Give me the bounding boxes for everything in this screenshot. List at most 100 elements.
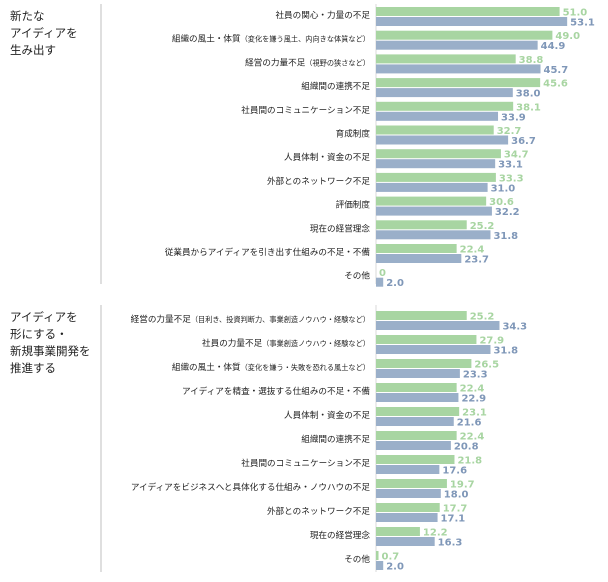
chart-2-cat-11-bar-a [376, 551, 379, 560]
chart-1-cat-7-value-a: 34.7 [504, 150, 529, 161]
chart-2-cat-3-label: 組織の風土・体質（変化を嫌う・失敗を恐れる風土など） [172, 361, 370, 373]
chart-1-cat-5-label: 社員間のコミュニケーション不足 [241, 104, 370, 116]
chart-2-cat-8-bar-a [376, 479, 447, 488]
chart-2-cat-10-value-a: 12.2 [423, 528, 448, 539]
chart-1-cat-4-value-b: 38.0 [516, 89, 541, 100]
chart-1-cat-8-value-a: 33.3 [499, 173, 524, 184]
chart-1-cat-5-bar-b [376, 111, 499, 121]
chart-2-cat-5-bar-a [376, 407, 460, 416]
chart-2-cat-9-bar-a [376, 503, 440, 512]
chart-1-cat-6-bar-b [376, 135, 509, 145]
chart-2-cat-9-bar-b [376, 513, 438, 522]
chart-1-cat-8-label: 外部とのネットワーク不足 [267, 175, 370, 187]
chart-2-cat-4-value-b: 22.9 [461, 394, 486, 405]
chart-1-cat-6-value-a: 32.7 [497, 126, 522, 137]
chart-2-cat-8-bar-b [376, 489, 441, 498]
chart-2-cat-11-value-a: 0.7 [382, 552, 400, 563]
chart-2-cat-1-label: 経営の力量不足（目利き、投資判断力、事業創造ノウハウ・経験など） [131, 313, 370, 325]
chart-2-cat-1-value-b: 34.3 [502, 322, 527, 333]
chart-1-cat-1-value-b: 53.1 [570, 18, 595, 29]
chart-2-cat-1-note: （目利き、投資判断力、事業創造ノウハウ・経験など） [191, 315, 370, 324]
chart-2-cat-5-value-b: 21.6 [457, 418, 482, 429]
chart-2-cat-10-bar-a [376, 527, 420, 536]
chart-2-cat-8-value-a: 19.7 [450, 480, 475, 491]
chart-2-cat-6-bar-b [376, 441, 451, 450]
section-title-generate: 新たな アイディアを 生み出す [10, 9, 78, 57]
chart-2-cat-6-value-b: 20.8 [454, 442, 479, 453]
chart-1-cat-1-label: 社員の関心・力量の不足 [275, 9, 370, 21]
chart-1-cat-11-value-b: 23.7 [464, 255, 489, 266]
chart-2-cat-11-label: その他 [344, 553, 370, 565]
chart-1-cat-4-value-a: 45.6 [543, 79, 568, 90]
chart-1-cat-8-bar-b [376, 182, 488, 192]
chart-1-cat-11-bar-a [376, 244, 457, 253]
chart-2-cat-2-value-b: 31.8 [493, 346, 518, 357]
chart-2-cat-3-note: （変化を嫌う・失敗を恐れる風土など） [241, 363, 370, 372]
chart-1-cat-3-bar-a [376, 54, 516, 64]
chart-1-cat-2-bar-a [376, 30, 553, 40]
chart-2-cat-4-label: アイディアを精査・選抜する仕組みの不足・不備 [182, 385, 370, 397]
chart-1-cat-3-value-b: 45.7 [544, 65, 569, 76]
chart-1-cat-2-note: （変化を嫌う風土、内向きな体質など） [241, 35, 370, 44]
chart-1-cat-2-bar-b [376, 40, 538, 50]
chart-1-cat-8-bar-a [376, 172, 496, 182]
chart-2-cat-9-value-b: 17.1 [441, 514, 466, 525]
chart-1-cat-2-value-b: 44.9 [541, 41, 566, 52]
chart-2-cat-8-label: アイディアをビジネスへと具体化する仕組み・ノウハウの不足 [131, 481, 371, 493]
chart-2-cat-9-value-a: 17.7 [443, 504, 468, 515]
chart-2-cat-2-note: （事業創造ノウハウ・経験など） [262, 339, 370, 348]
chart-1-cat-1-bar-b [376, 17, 568, 26]
chart-2-cat-10-label: 現在の経営理念 [310, 529, 371, 541]
chart-1-cat-10-bar-a [376, 220, 467, 230]
chart-2-cat-6-bar-a [376, 431, 457, 440]
chart-1-cat-1-bar-a [376, 7, 560, 16]
chart-2-cat-1-bar-a [376, 311, 467, 320]
chart-1-cat-3-label: 経営の力量不足（視野の狭さなど） [245, 56, 370, 68]
chart-2-cat-5-value-a: 23.1 [462, 408, 487, 419]
chart-2-cat-6-value-a: 22.4 [460, 432, 485, 443]
chart-2-cat-6-label: 組織間の連携不足 [301, 433, 370, 445]
chart-2-cat-7-value-b: 17.6 [442, 466, 467, 477]
chart-2-cat-7-bar-b [376, 465, 440, 474]
chart-2-cat-7-value-a: 21.8 [457, 456, 482, 467]
chart-1-cat-12-value-b: 2.0 [386, 278, 404, 289]
chart-2-cat-10-bar-b [376, 537, 435, 546]
chart-1-cat-9-value-a: 30.6 [489, 197, 514, 208]
chart-1-cat-9-bar-b [376, 206, 492, 216]
chart-1-cat-7-value-b: 33.1 [498, 160, 523, 171]
chart-1-cat-3-value-a: 38.8 [519, 55, 544, 66]
chart-2-cat-3-bar-b [376, 369, 460, 378]
chart-1-cat-6-value-b: 36.7 [511, 136, 536, 147]
chart-1-cat-11-label: 従業員からアイディアを引き出す仕組みの不足・不備 [165, 246, 371, 258]
chart-1-cat-5-bar-a [376, 101, 514, 111]
chart-1-cat-4-label: 組織間の連携不足 [301, 80, 370, 92]
chart-2-cat-7-label: 社員間のコミュニケーション不足 [241, 457, 370, 469]
chart-2-cat-2-bar-b [376, 345, 491, 354]
chart-2-cat-2-label: 社員の力量不足（事業創造ノウハウ・経験など） [202, 337, 370, 349]
chart-1-cat-2-label: 組織の風土・体質（変化を嫌う風土、内向きな体質など） [172, 33, 370, 45]
chart-2-cat-5-bar-b [376, 417, 454, 426]
chart-1-cat-6-label: 育成制度 [336, 128, 371, 140]
chart-1-cat-10-value-b: 31.8 [493, 231, 518, 242]
chart-1-cat-4-bar-b [376, 88, 513, 98]
chart-1-cat-12-bar-b [376, 277, 384, 287]
chart-1-cat-10-label: 現在の経営理念 [310, 222, 371, 234]
chart-1-cat-9-label: 評価制度 [336, 199, 371, 211]
chart-2-cat-8-value-b: 18.0 [444, 490, 469, 501]
chart-2-cat-11-bar-b [376, 561, 384, 570]
chart-1-cat-7-bar-b [376, 159, 496, 169]
chart-2-cat-5-label: 人員体制・資金の不足 [284, 409, 370, 421]
chart-2-cat-4-bar-a [376, 383, 457, 392]
chart-1-cat-2-value-a: 49.0 [555, 31, 580, 42]
chart-2-cat-9-label: 外部とのネットワーク不足 [267, 505, 370, 517]
chart-1-cat-10-bar-b [376, 230, 491, 240]
chart-1-cat-10-value-a: 25.2 [470, 221, 495, 232]
chart-2-cat-3-value-a: 26.5 [474, 360, 499, 371]
chart-1-cat-12-label: その他 [344, 270, 370, 282]
chart-2-cat-10-value-b: 16.3 [438, 538, 463, 549]
chart-2-cat-4-bar-b [376, 393, 459, 402]
chart-2-cat-1-value-a: 25.2 [470, 312, 495, 323]
chart-2-cat-4-value-a: 22.4 [460, 384, 485, 395]
section-title-develop: アイディアを 形にする・ 新規事業開発を 推進する [10, 310, 91, 375]
